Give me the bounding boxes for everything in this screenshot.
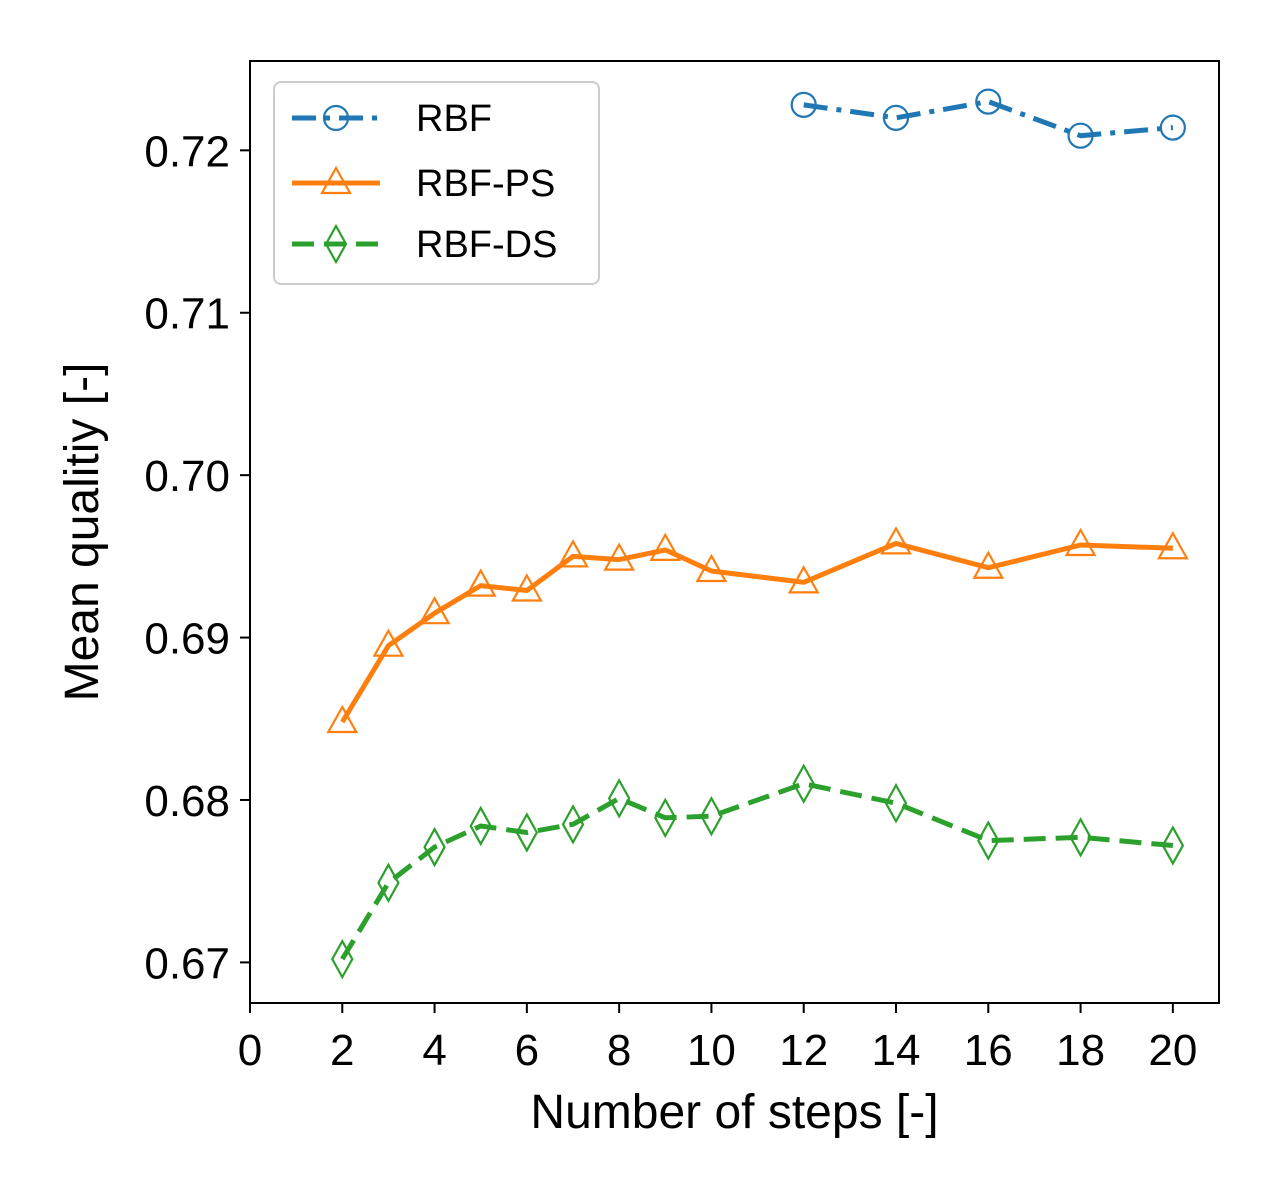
legend-label: RBF-DS [416,224,557,266]
data-point [654,797,677,839]
data-point [423,826,446,868]
legend: RBF RBF-PS RBF-DS [273,81,600,285]
plot-area [326,88,1189,980]
data-point [880,526,912,555]
y-tick-label: 0.67 [144,939,230,988]
data-point [700,795,723,837]
y-tick-label: 0.70 [144,452,230,501]
data-point [515,812,539,853]
series-line [340,781,1174,961]
axes-ticks: 0 2 4 6 8 10 12 14 16 18 20 0.67 0.68 0.69 0.70 0.71 0.7… [144,127,1197,1075]
data-point [882,104,910,131]
data-point [464,568,497,597]
x-tick-label: 18 [1056,1026,1105,1075]
series-rbf [790,88,1186,149]
y-tick-label: 0.68 [144,777,230,826]
data-point [561,804,585,845]
series-line [803,99,1174,139]
x-tick-label: 8 [607,1026,631,1075]
data-point [787,565,820,594]
data-point [418,595,451,625]
data-point [372,628,405,657]
y-tick-label: 0.72 [144,127,230,176]
series-rbf-ds [331,763,1185,980]
data-point [377,862,400,904]
data-point [510,573,543,602]
legend-label: RBF-PS [416,163,555,205]
legend-box [273,81,600,285]
data-point [972,550,1005,579]
data-point [1069,817,1092,858]
data-point [1064,527,1097,557]
x-tick-label: 10 [687,1026,736,1075]
y-axis-label: Mean qualitiy [-] [56,363,109,702]
data-point [975,88,1002,115]
legend-entry: RBF [292,98,492,140]
x-tick-label: 0 [238,1026,262,1075]
x-tick-label: 12 [779,1026,828,1075]
series-line [340,540,1173,724]
data-point [469,805,492,847]
legend-marker [324,223,348,265]
x-axis-label: Number of steps [-] [530,1086,938,1139]
x-tick-label: 6 [515,1026,539,1075]
legend-entry: RBF-PS [292,163,555,205]
y-tick-label: 0.69 [144,615,230,664]
data-point [607,778,631,819]
x-tick-label: 20 [1148,1026,1197,1075]
series-rbf-ps [326,526,1189,734]
data-point [790,91,817,118]
data-point [326,704,359,734]
data-point [649,532,682,561]
data-point [1161,825,1185,866]
data-point [695,553,728,583]
x-tick-label: 16 [964,1026,1013,1075]
legend-marker [320,165,352,195]
data-point [1156,530,1189,560]
plot-frame [249,60,1220,1004]
x-tick-label: 2 [330,1026,354,1075]
legend-label: RBF [416,98,492,140]
x-tick-label: 4 [422,1026,446,1075]
x-tick-label: 14 [872,1026,921,1075]
data-point [977,820,1000,861]
data-point [1067,122,1094,149]
data-point [884,782,908,824]
data-point [1159,114,1186,141]
data-point [331,938,354,980]
data-point [603,542,636,571]
data-point [557,539,589,568]
data-point [792,763,815,805]
legend-entry: RBF-DS [292,223,557,266]
y-tick-label: 0.71 [144,290,230,339]
legend-marker [322,104,350,132]
